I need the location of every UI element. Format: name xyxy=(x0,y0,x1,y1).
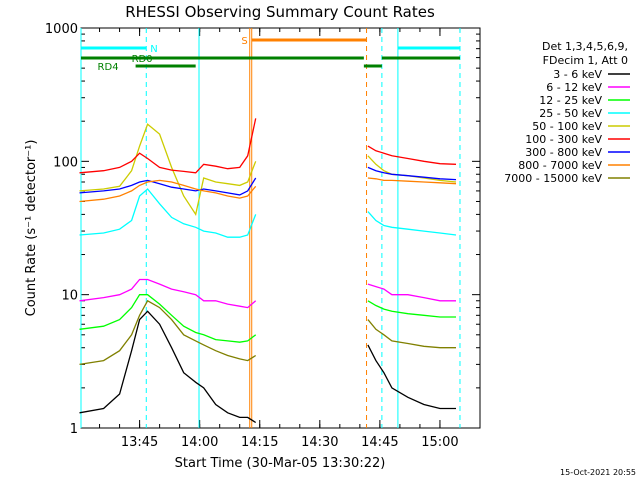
y-tick-label: 1 xyxy=(70,422,78,437)
flag-label-rd4: RD4 xyxy=(98,62,119,73)
series-line-8 xyxy=(79,299,456,366)
x-tick-label: 15:00 xyxy=(421,435,458,450)
x-tick-label: 14:00 xyxy=(181,435,218,450)
plot-frame xyxy=(80,27,481,429)
y-tick-label: 100 xyxy=(53,155,78,170)
series-line-1 xyxy=(79,278,456,309)
legend-header-line-1: Det 1,3,4,5,6,9, xyxy=(542,40,628,53)
series-line-0 xyxy=(79,310,456,424)
flag-label-s: S xyxy=(241,36,247,47)
legend-item-label: 25 - 50 keV xyxy=(539,107,602,120)
footer-timestamp: 15-Oct-2021 20:55 xyxy=(560,468,636,477)
y-axis-label: Count Rate (s⁻¹ detector⁻¹) xyxy=(24,140,39,317)
series-line-6 xyxy=(79,166,457,196)
y-tick-label: 1000 xyxy=(45,22,78,37)
legend-item-label: 800 - 7000 keV xyxy=(518,159,602,172)
series-line-5 xyxy=(79,118,457,174)
x-tick-label: 14:15 xyxy=(241,435,278,450)
legend-item-label: 7000 - 15000 keV xyxy=(504,172,602,185)
y-tick-label: 10 xyxy=(61,289,78,304)
plot-layer: 1 10 100 1000 13:45 14:00 14:15 14:30 14:45 15:00… xyxy=(45,22,481,450)
series-line-7 xyxy=(79,177,457,203)
flag-label-n: N xyxy=(150,44,157,55)
legend-item-label: 3 - 6 keV xyxy=(553,68,602,81)
x-axis-label: Start Time (30-Mar-05 13:30:22) xyxy=(175,456,386,471)
legend-item-label: 12 - 25 keV xyxy=(539,94,602,107)
legend-item-label: 6 - 12 keV xyxy=(546,81,602,94)
x-tick-label: 14:45 xyxy=(361,435,398,450)
series-line-2 xyxy=(79,294,456,343)
x-tick-label: 13:45 xyxy=(121,435,158,450)
chart-title: RHESSI Observing Summary Count Rates xyxy=(125,3,435,21)
legend-item-label: 50 - 100 keV xyxy=(532,120,602,133)
legend-item-label: 300 - 800 keV xyxy=(525,146,602,159)
legend-item-label: 100 - 300 keV xyxy=(525,133,602,146)
series-line-3 xyxy=(79,188,457,238)
x-tick-label: 14:30 xyxy=(301,435,338,450)
legend-header-line-2: FDecim 1, Att 0 xyxy=(543,54,628,67)
flag-label-rd0: RD0 xyxy=(132,54,153,65)
series-line-4 xyxy=(79,123,457,217)
